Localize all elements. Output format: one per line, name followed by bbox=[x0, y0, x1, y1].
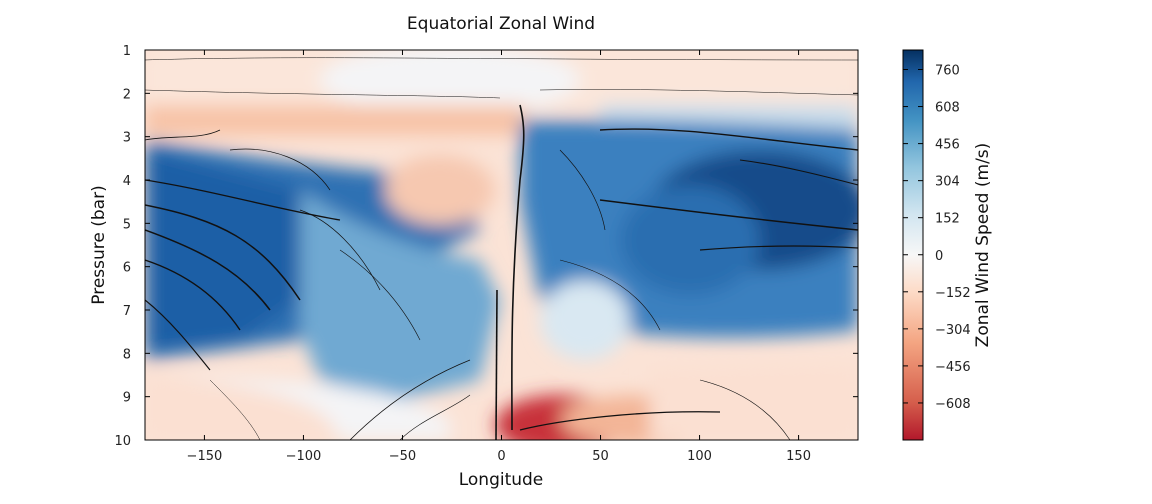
y-tick-label: 3 bbox=[123, 131, 131, 146]
plot-area bbox=[144, 49, 859, 441]
x-tick-label: 150 bbox=[786, 449, 811, 464]
colorbar-tick-label: −152 bbox=[935, 286, 971, 301]
colorbar-tick-label: 456 bbox=[935, 138, 960, 153]
y-tick-label: 10 bbox=[114, 434, 131, 449]
y-tick-label: 9 bbox=[123, 391, 131, 406]
x-tick-label: −100 bbox=[286, 449, 322, 464]
y-tick-label: 7 bbox=[123, 304, 131, 319]
y-tick-label: 4 bbox=[123, 174, 131, 189]
y-axis: 1 2 3 4 5 6 7 8 9 10 bbox=[114, 44, 858, 449]
colorbar-tick-label: −608 bbox=[935, 397, 971, 412]
y-tick-label: 8 bbox=[123, 347, 131, 362]
colorbar-label: Zonal Wind Speed (m/s) bbox=[973, 143, 993, 348]
y-tick-label: 2 bbox=[123, 87, 131, 102]
colorbar-gradient bbox=[902, 49, 924, 441]
colorbar-tick-label: 304 bbox=[935, 175, 960, 190]
x-tick-label: −150 bbox=[187, 449, 223, 464]
x-axis-label: Longitude bbox=[459, 470, 544, 490]
colorbar-tick-label: −456 bbox=[935, 360, 971, 375]
x-tick-label: 50 bbox=[592, 449, 609, 464]
x-tick-label: 0 bbox=[497, 449, 505, 464]
streamlines bbox=[145, 57, 858, 440]
colorbar: 760 608 456 304 152 0 −152 −304 −456 −608 Zonal W… bbox=[902, 49, 993, 441]
colorbar-tick-label: 152 bbox=[935, 212, 960, 227]
colorbar-ticks: 760 608 456 304 152 0 −152 −304 −456 −608 bbox=[903, 64, 971, 412]
y-tick-label: 6 bbox=[123, 261, 131, 276]
colorbar-tick-label: −304 bbox=[935, 323, 971, 338]
y-tick-label: 1 bbox=[123, 44, 131, 59]
colorbar-tick-label: 760 bbox=[935, 64, 960, 79]
chart-title: Equatorial Zonal Wind bbox=[407, 14, 595, 34]
y-tick-label: 5 bbox=[123, 217, 131, 232]
x-axis: −150 −100 −50 0 50 100 150 bbox=[187, 50, 811, 464]
colorbar-tick-label: 0 bbox=[935, 249, 943, 264]
y-axis-label: Pressure (bar) bbox=[89, 185, 109, 304]
x-tick-label: −50 bbox=[389, 449, 416, 464]
colorbar-tick-label: 608 bbox=[935, 101, 960, 116]
x-tick-label: 100 bbox=[687, 449, 712, 464]
heatmap bbox=[145, 50, 858, 440]
